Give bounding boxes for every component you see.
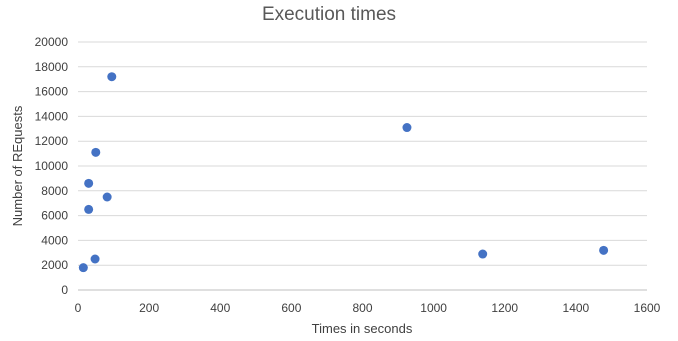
x-tick-label: 600 bbox=[281, 301, 301, 315]
data-point-7 bbox=[402, 123, 412, 133]
y-axis-label: Number of REquests bbox=[10, 105, 25, 226]
x-tick-label: 800 bbox=[352, 301, 372, 315]
data-point-3 bbox=[90, 254, 100, 264]
data-point-5 bbox=[102, 192, 112, 202]
data-point-9 bbox=[599, 245, 609, 255]
x-tick-label: 400 bbox=[210, 301, 230, 315]
y-tick-label: 12000 bbox=[35, 134, 69, 148]
data-point-2 bbox=[84, 178, 94, 188]
y-tick-label: 4000 bbox=[41, 233, 68, 247]
y-tick-label: 18000 bbox=[35, 60, 69, 74]
x-tick-label: 1000 bbox=[420, 301, 447, 315]
x-tick-label: 0 bbox=[75, 301, 82, 315]
y-tick-label: 14000 bbox=[35, 109, 69, 123]
y-tick-label: 20000 bbox=[35, 35, 69, 49]
y-tick-label: 16000 bbox=[35, 85, 69, 99]
x-tick-label: 1200 bbox=[491, 301, 518, 315]
data-point-8 bbox=[478, 249, 488, 259]
x-tick-labels: 0 200 400 600 800 1000 1200 1400 1600 bbox=[75, 301, 661, 315]
chart-title: Execution times bbox=[262, 4, 396, 25]
y-tick-label: 2000 bbox=[41, 258, 68, 272]
x-tick-label: 1600 bbox=[634, 301, 661, 315]
x-tick-label: 1400 bbox=[563, 301, 590, 315]
data-points bbox=[78, 72, 609, 273]
y-tick-label: 8000 bbox=[41, 184, 68, 198]
x-axis-label: Times in seconds bbox=[312, 321, 413, 336]
x-tick-label: 200 bbox=[139, 301, 159, 315]
data-point-6 bbox=[107, 72, 117, 82]
data-point-1 bbox=[84, 204, 94, 214]
data-point-4 bbox=[91, 147, 101, 157]
data-point-0 bbox=[78, 263, 88, 273]
y-tick-labels: 0 2000 4000 6000 8000 10000 12000 14000 16000 180… bbox=[35, 35, 69, 297]
gridlines bbox=[78, 41, 647, 266]
y-tick-label: 6000 bbox=[41, 209, 68, 223]
y-tick-label: 0 bbox=[61, 283, 68, 297]
y-tick-label: 10000 bbox=[35, 159, 69, 173]
